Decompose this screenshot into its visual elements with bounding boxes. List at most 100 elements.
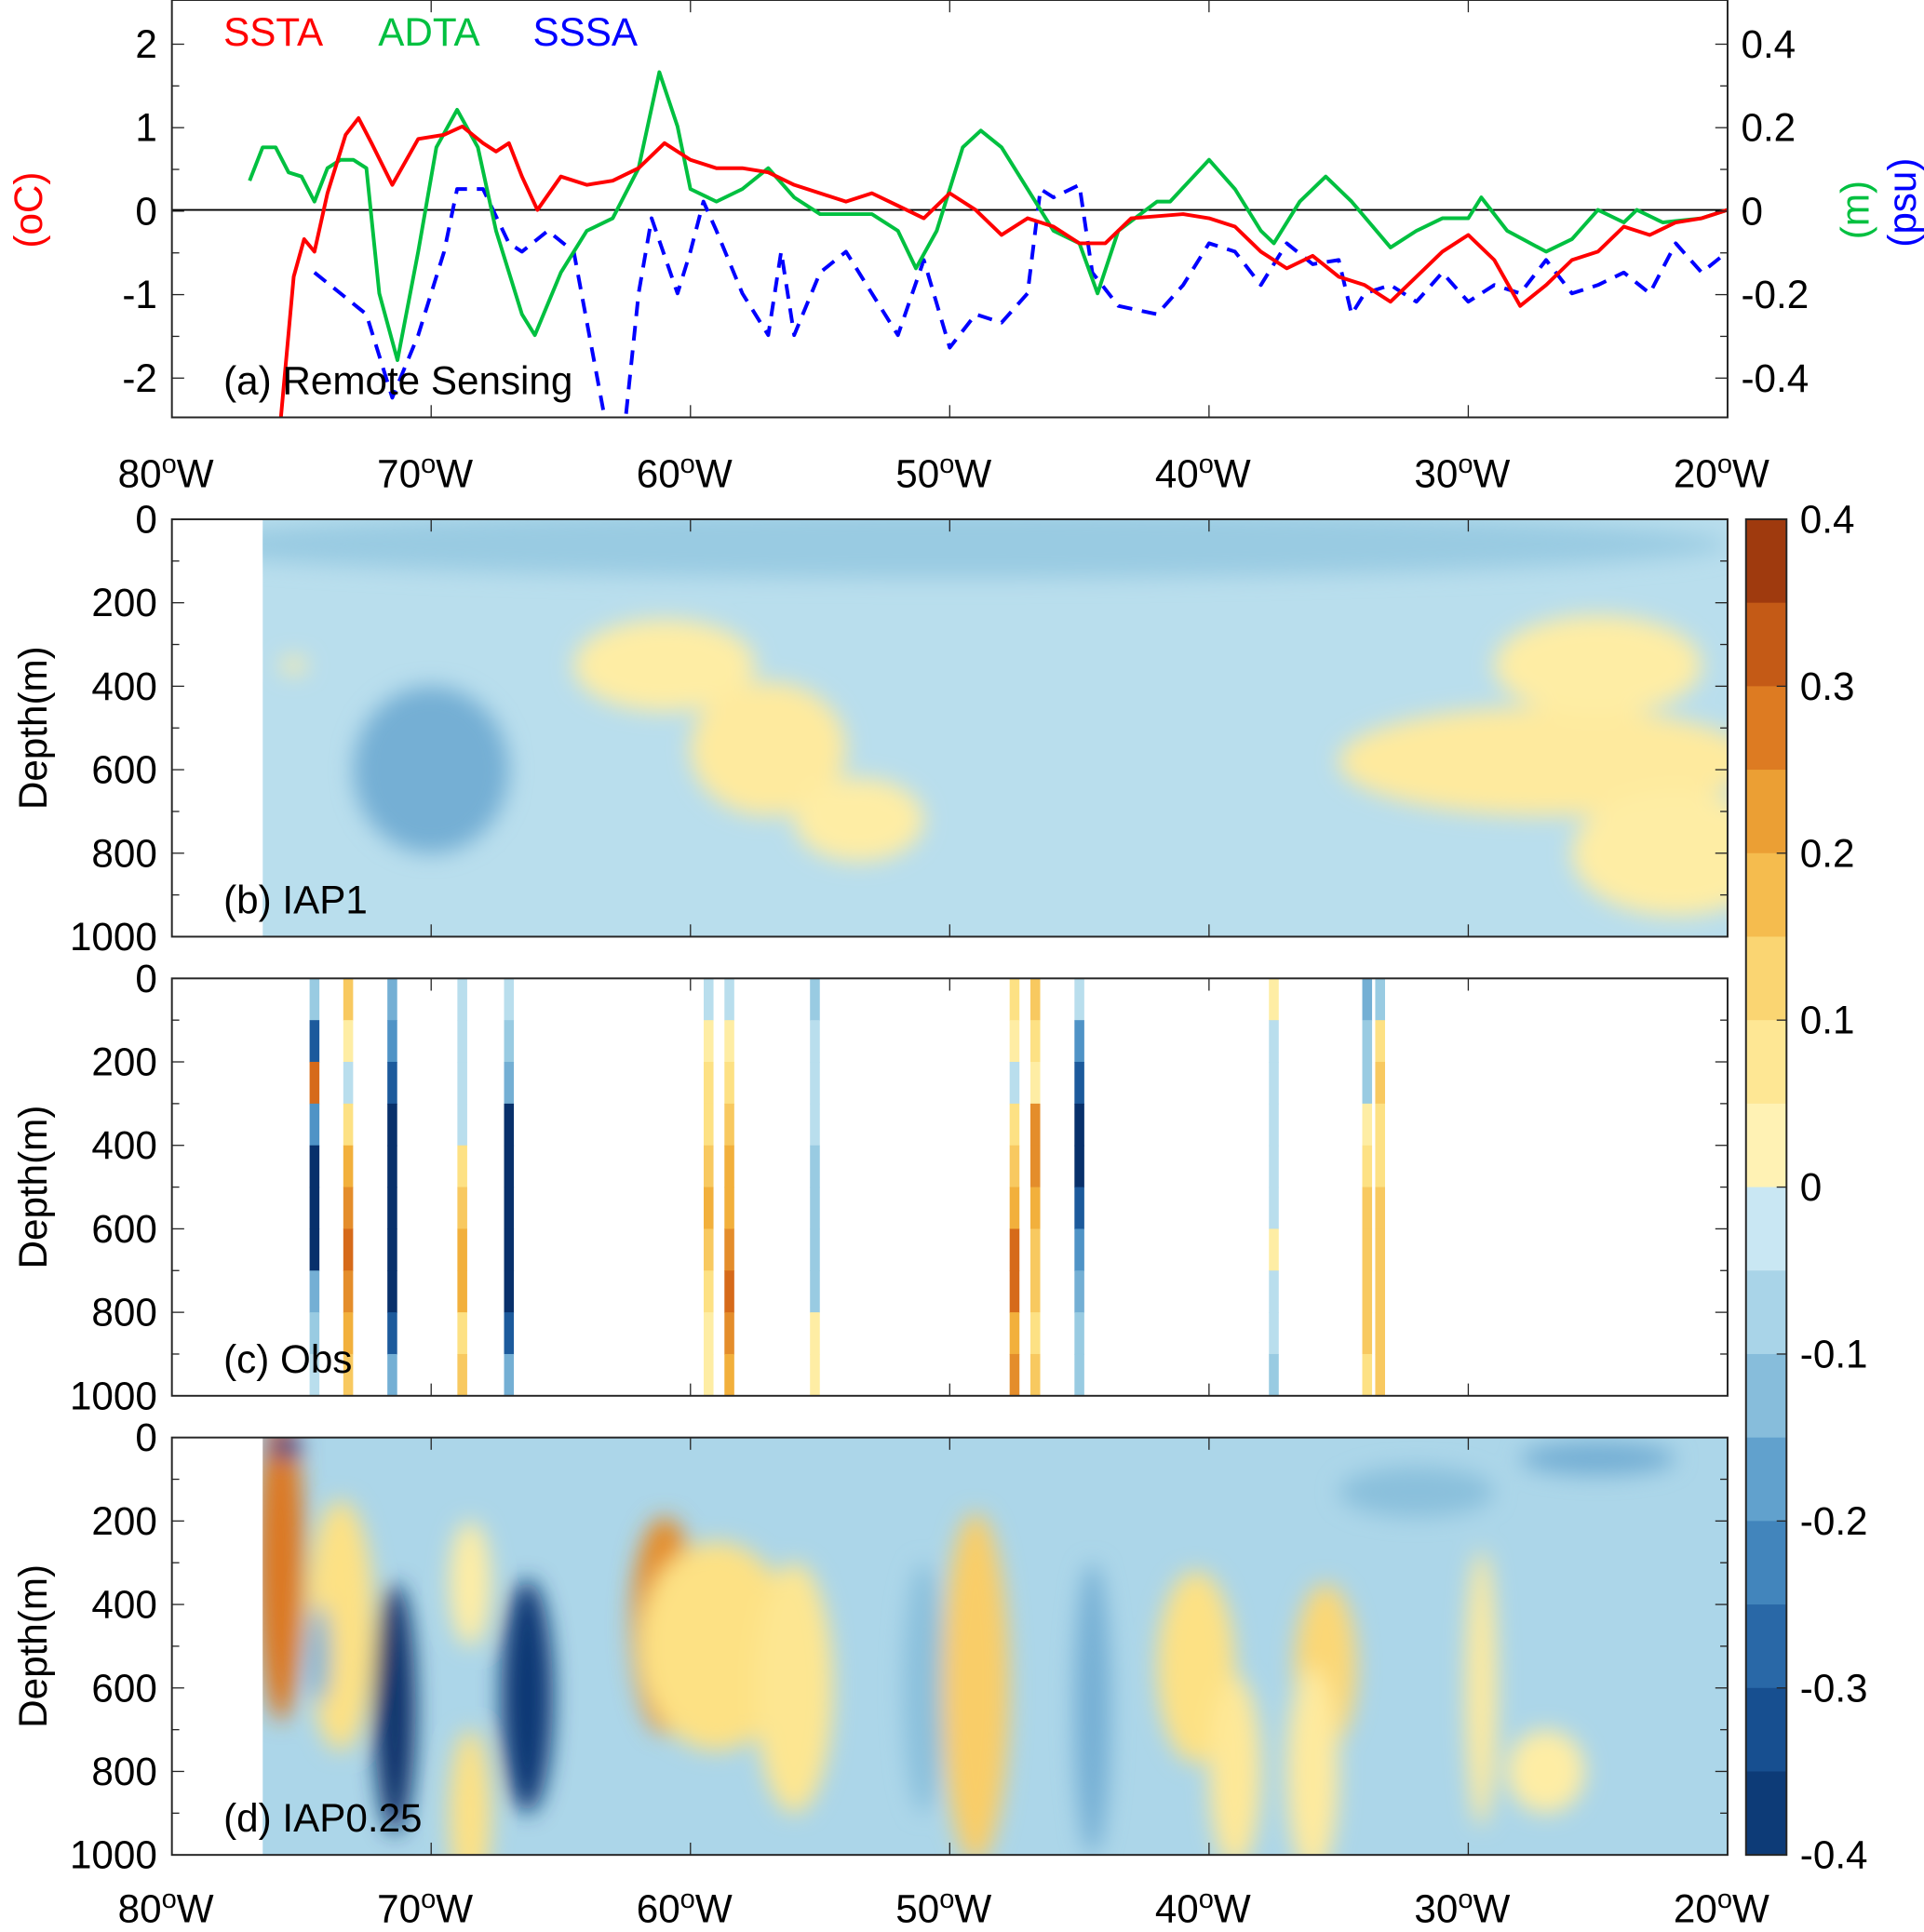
obs-profile-cell bbox=[387, 1146, 397, 1188]
obs-profile-cell bbox=[1269, 978, 1279, 1021]
obs-profile-cell bbox=[1375, 1228, 1385, 1271]
obs-profile-cell bbox=[1375, 1187, 1385, 1230]
obs-profile-cell bbox=[1269, 1312, 1279, 1355]
obs-profile-cell bbox=[1375, 1312, 1385, 1355]
obs-profile-cell bbox=[387, 1354, 397, 1397]
colorbar-segment bbox=[1746, 853, 1787, 937]
degree-symbol: o bbox=[421, 1885, 436, 1914]
y-tick-label: 200 bbox=[91, 1499, 156, 1543]
colorbar-tick-label: 0.1 bbox=[1800, 999, 1855, 1042]
y-right-tick-label: -0.4 bbox=[1741, 356, 1809, 400]
y-right-label-psu: (psu) bbox=[1880, 158, 1924, 248]
obs-profile-cell bbox=[343, 1187, 354, 1230]
obs-profile-cell bbox=[1010, 1270, 1020, 1313]
x-tick-label: 70oW bbox=[377, 449, 473, 496]
obs-profile-cell bbox=[1074, 1104, 1084, 1147]
colorbar-tick-label: 0.3 bbox=[1800, 664, 1855, 708]
obs-profile-cell bbox=[724, 1062, 734, 1105]
obs-profile-cell bbox=[704, 1228, 714, 1271]
x-tick-number: 70 bbox=[377, 452, 421, 496]
colorbar-segment bbox=[1746, 1104, 1787, 1187]
obs-profile-cell bbox=[704, 1062, 714, 1105]
colorbar-segment bbox=[1746, 603, 1787, 687]
x-tick-label: 50oW bbox=[895, 1885, 991, 1926]
obs-profile-cell bbox=[810, 1354, 820, 1397]
obs-profile-cell bbox=[457, 1146, 467, 1188]
colorbar: 0.40.30.20.10-0.1-0.2-0.3-0.4 bbox=[1746, 497, 1868, 1876]
x-tick-suffix: W bbox=[436, 452, 473, 496]
x-tick-suffix: W bbox=[954, 452, 991, 496]
obs-profile-cell bbox=[457, 1187, 467, 1230]
y-tick-label: 400 bbox=[91, 664, 156, 708]
obs-profile-cell bbox=[810, 1312, 820, 1355]
obs-profile-cell bbox=[724, 1020, 734, 1063]
obs-profile-cell bbox=[724, 1312, 734, 1355]
contour-feature bbox=[354, 686, 509, 852]
obs-profile-cell bbox=[387, 1062, 397, 1105]
obs-profile-cell bbox=[387, 1020, 397, 1063]
colorbar-segment bbox=[1746, 519, 1787, 603]
obs-profile-cell bbox=[810, 1062, 820, 1105]
x-tick-label: 80oW bbox=[118, 449, 214, 496]
y-right-tick-label: 0 bbox=[1741, 189, 1762, 233]
obs-profile-cell bbox=[724, 978, 734, 1021]
x-tick-suffix: W bbox=[177, 1887, 214, 1926]
obs-profile-cell bbox=[1074, 1312, 1084, 1355]
degree-symbol: o bbox=[1199, 449, 1214, 479]
contour-feature bbox=[501, 1579, 553, 1813]
obs-profile-cell bbox=[1363, 1228, 1373, 1271]
obs-profile-cell bbox=[1363, 1062, 1373, 1105]
obs-profile-cell bbox=[1375, 978, 1385, 1021]
obs-profile-cell bbox=[505, 1354, 515, 1397]
colorbar-segment bbox=[1746, 1688, 1787, 1772]
obs-profile-cell bbox=[1030, 1062, 1041, 1105]
obs-profile-cell bbox=[1074, 1354, 1084, 1397]
obs-profile-cell bbox=[810, 1187, 820, 1230]
obs-profile-cell bbox=[810, 1146, 820, 1188]
obs-profile-cell bbox=[1269, 1187, 1279, 1230]
panel-label: (c) Obs bbox=[223, 1337, 352, 1381]
obs-profile-cell bbox=[724, 1187, 734, 1230]
x-tick-suffix: W bbox=[1214, 452, 1251, 496]
legend-entry-adta: ADTA bbox=[378, 10, 480, 54]
obs-profile-cell bbox=[1074, 1062, 1084, 1105]
x-tick-number: 30 bbox=[1414, 1887, 1458, 1926]
obs-profile-cell bbox=[343, 1228, 354, 1271]
obs-profile-cell bbox=[457, 1062, 467, 1105]
obs-profile-cell bbox=[724, 1146, 734, 1188]
obs-profile-cell bbox=[810, 1104, 820, 1147]
degree-symbol: o bbox=[939, 449, 954, 479]
obs-profile-cell bbox=[505, 978, 515, 1021]
colorbar-tick-label: -0.4 bbox=[1800, 1833, 1868, 1877]
obs-profile-cell bbox=[1010, 1146, 1020, 1188]
axes-frame bbox=[172, 978, 1728, 1395]
obs-profile-cell bbox=[457, 1104, 467, 1147]
x-tick-label: 50oW bbox=[895, 449, 991, 496]
obs-profile-cell bbox=[704, 1354, 714, 1397]
obs-profile-cell bbox=[310, 978, 320, 1021]
obs-profile-cell bbox=[343, 1270, 354, 1313]
y-tick-label: 0 bbox=[135, 957, 156, 1000]
obs-profile-cell bbox=[1269, 1354, 1279, 1397]
obs-profile-cell bbox=[457, 1312, 467, 1355]
obs-profile-cell bbox=[1269, 1020, 1279, 1063]
y-tick-label: 800 bbox=[91, 1750, 156, 1793]
y-axis-label: Depth(m) bbox=[11, 646, 55, 810]
contour-feature bbox=[1494, 615, 1702, 716]
obs-profile-cell bbox=[1010, 1312, 1020, 1355]
obs-profile-cell bbox=[505, 1228, 515, 1271]
x-tick-suffix: W bbox=[436, 1887, 473, 1926]
y-tick-label: 1000 bbox=[70, 1374, 157, 1417]
y-tick-label: 800 bbox=[91, 831, 156, 875]
y-axis-label: Depth(m) bbox=[11, 1564, 55, 1728]
obs-profile-cell bbox=[1074, 978, 1084, 1021]
degree-symbol: o bbox=[680, 1885, 695, 1914]
obs-profile-cell bbox=[1363, 1312, 1373, 1355]
colorbar-segment bbox=[1746, 1604, 1787, 1688]
obs-profile-cell bbox=[810, 1228, 820, 1271]
obs-profile-cell bbox=[1010, 1228, 1020, 1271]
contour-feature bbox=[1074, 1563, 1110, 1855]
obs-profile-cell bbox=[1363, 1354, 1373, 1397]
colorbar-segment bbox=[1746, 1438, 1787, 1522]
